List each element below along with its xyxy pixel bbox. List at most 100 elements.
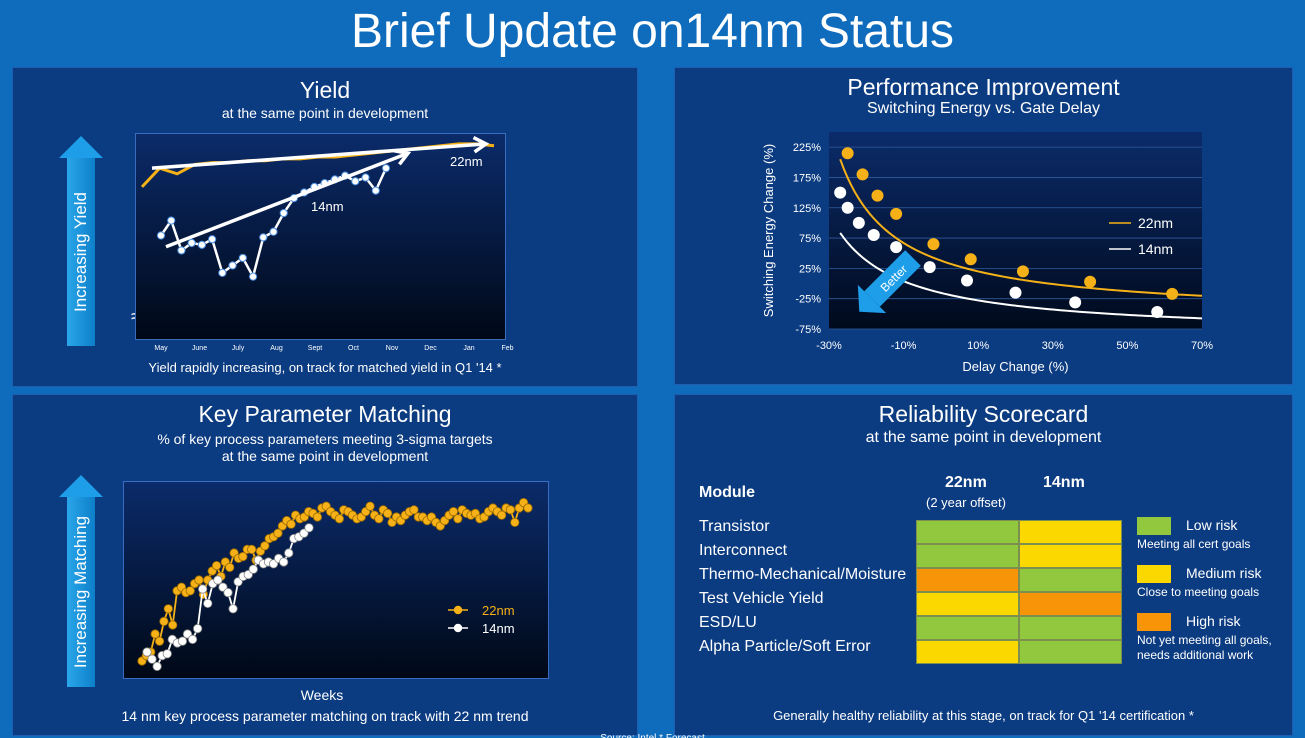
series-22nm-point — [334, 514, 344, 524]
y-tick-label: 225% — [793, 142, 821, 154]
cell-14nm — [1019, 616, 1122, 640]
series-14nm-point — [167, 216, 176, 225]
col-14nm-header: 14nm — [1043, 474, 1085, 491]
series-14nm-point — [279, 557, 289, 567]
x-tick-label: May — [154, 345, 168, 352]
yield-plot-area: 22nm 14nm — [135, 133, 506, 340]
x-tick-label: Feb — [501, 345, 513, 352]
performance-subtitle: Switching Energy vs. Gate Delay — [867, 100, 1100, 117]
series-14nm-point — [208, 235, 217, 244]
kpm-chart: 22nm 14nm — [137, 498, 533, 671]
x-tick-label: Sept — [308, 345, 322, 352]
cell-22nm — [916, 568, 1019, 592]
kpm-title: Key Parameter Matching — [198, 401, 452, 427]
x-tick-label: 10% — [967, 340, 989, 352]
kpm-subtitle-1: % of key process parameters meeting 3-si… — [157, 431, 493, 447]
series-14nm-point — [834, 186, 847, 199]
cell-14nm — [1019, 520, 1122, 544]
series-14nm-point — [156, 231, 166, 240]
x-tick-label: 30% — [1042, 340, 1064, 352]
module-row-label: Test Vehicle Yield — [699, 590, 824, 607]
legend-description: Not yet meeting all goals, — [1137, 633, 1272, 647]
y-tick-label: 125% — [793, 203, 821, 215]
x-tick-label: 70% — [1191, 340, 1213, 352]
module-row-label: ESD/LU — [699, 614, 757, 631]
legend-marker-22nm — [453, 605, 463, 615]
legend-swatch-green — [1137, 517, 1171, 535]
x-tick-label: Oct — [348, 345, 359, 352]
series-14nm-point — [197, 240, 207, 249]
cell-14nm — [1019, 640, 1122, 664]
series-22nm-point — [260, 541, 270, 551]
x-tick-label: Jan — [463, 345, 474, 352]
yield-x-axis: May June July Aug Sept Oct Nov Dec Jan Feb — [154, 345, 513, 352]
series-22nm-point — [163, 604, 173, 614]
y-axis-label: Switching Energy Change (%) — [761, 144, 776, 317]
col-22nm-subheader: (2 year offset) — [926, 495, 1006, 510]
module-header: Module — [699, 484, 755, 501]
y-tick-label: 25% — [799, 263, 821, 275]
performance-chart: 225% 175% 125% 75% 25% -25% -75% -30% -10% 10% 30%… — [761, 132, 1213, 374]
series-22nm-point — [159, 616, 169, 626]
module-row-label: Interconnect — [699, 542, 788, 559]
series-14nm-point — [238, 253, 247, 263]
series-14nm-point — [248, 272, 258, 281]
legend-label: Medium risk — [1186, 565, 1262, 581]
series-22nm-point — [383, 508, 393, 519]
series-22nm-point — [856, 168, 869, 181]
series-14nm-point — [162, 649, 172, 659]
series-22nm-point — [1016, 265, 1029, 278]
series-22nm-point — [150, 629, 160, 639]
series-22nm-point — [225, 562, 235, 573]
kpm-footer: 14 nm key process parameter matching on … — [121, 708, 529, 724]
series-14nm-point — [961, 274, 974, 287]
series-14nm-point — [213, 575, 223, 585]
series-22nm-point — [448, 507, 459, 517]
better-arrow-shaft — [864, 250, 921, 307]
series-22nm-point — [194, 575, 204, 585]
series-14nm-point — [142, 647, 152, 657]
performance-title: Performance Improvement — [847, 74, 1120, 100]
cell-22nm — [916, 640, 1019, 664]
label-14nm: 14nm — [311, 199, 344, 214]
cell-14nm — [1019, 544, 1122, 568]
series-22nm-point — [523, 503, 533, 513]
series-22nm-point — [273, 528, 283, 538]
series-14nm-point — [187, 238, 196, 248]
x-tick-label: Dec — [424, 345, 437, 352]
module-row-label: Transistor — [699, 518, 770, 535]
y-tick-label: -75% — [795, 324, 821, 336]
series-22nm-point — [185, 586, 195, 596]
series-14nm-point — [361, 173, 370, 182]
legend-description: Close to meeting goals — [1137, 585, 1260, 599]
trend-22nm-arrow — [151, 142, 487, 170]
series-22nm-point — [374, 514, 384, 524]
series-14nm-point — [177, 246, 186, 255]
performance-panel: Performance Improvement Switching Energy… — [674, 67, 1293, 385]
series-14nm-point — [177, 636, 188, 646]
col-22nm-header: 22nm — [945, 474, 987, 491]
module-row-label: Alpha Particle/Soft Error — [699, 638, 871, 655]
source-note: Source: Intel * Forecast — [0, 733, 1305, 738]
series-14nm-point — [259, 233, 268, 242]
series-14nm-point — [203, 598, 213, 609]
x-tick-label: -30% — [816, 340, 842, 352]
cell-14nm — [1019, 568, 1122, 592]
series-14nm-line — [159, 167, 388, 281]
series-22nm-point — [154, 636, 165, 646]
reliability-panel: Reliability Scorecard at the same point … — [674, 394, 1293, 736]
series-14nm-point — [198, 584, 208, 594]
series-14nm-point — [218, 268, 227, 277]
x-tick-label: Aug — [270, 345, 283, 352]
trend-14nm-arrow — [165, 151, 409, 249]
yield-title: Yield — [299, 77, 351, 103]
x-tick-label: June — [192, 345, 207, 352]
series-22nm-point — [871, 189, 884, 202]
legend-label-14nm: 14nm — [482, 621, 515, 636]
cell-22nm — [916, 616, 1019, 640]
series-22nm-point — [890, 207, 903, 220]
series-14nm-point — [228, 604, 238, 614]
legend-swatch-orange — [1137, 613, 1171, 631]
cell-22nm — [916, 520, 1019, 544]
legend-label-22nm: 22nm — [1138, 215, 1173, 231]
